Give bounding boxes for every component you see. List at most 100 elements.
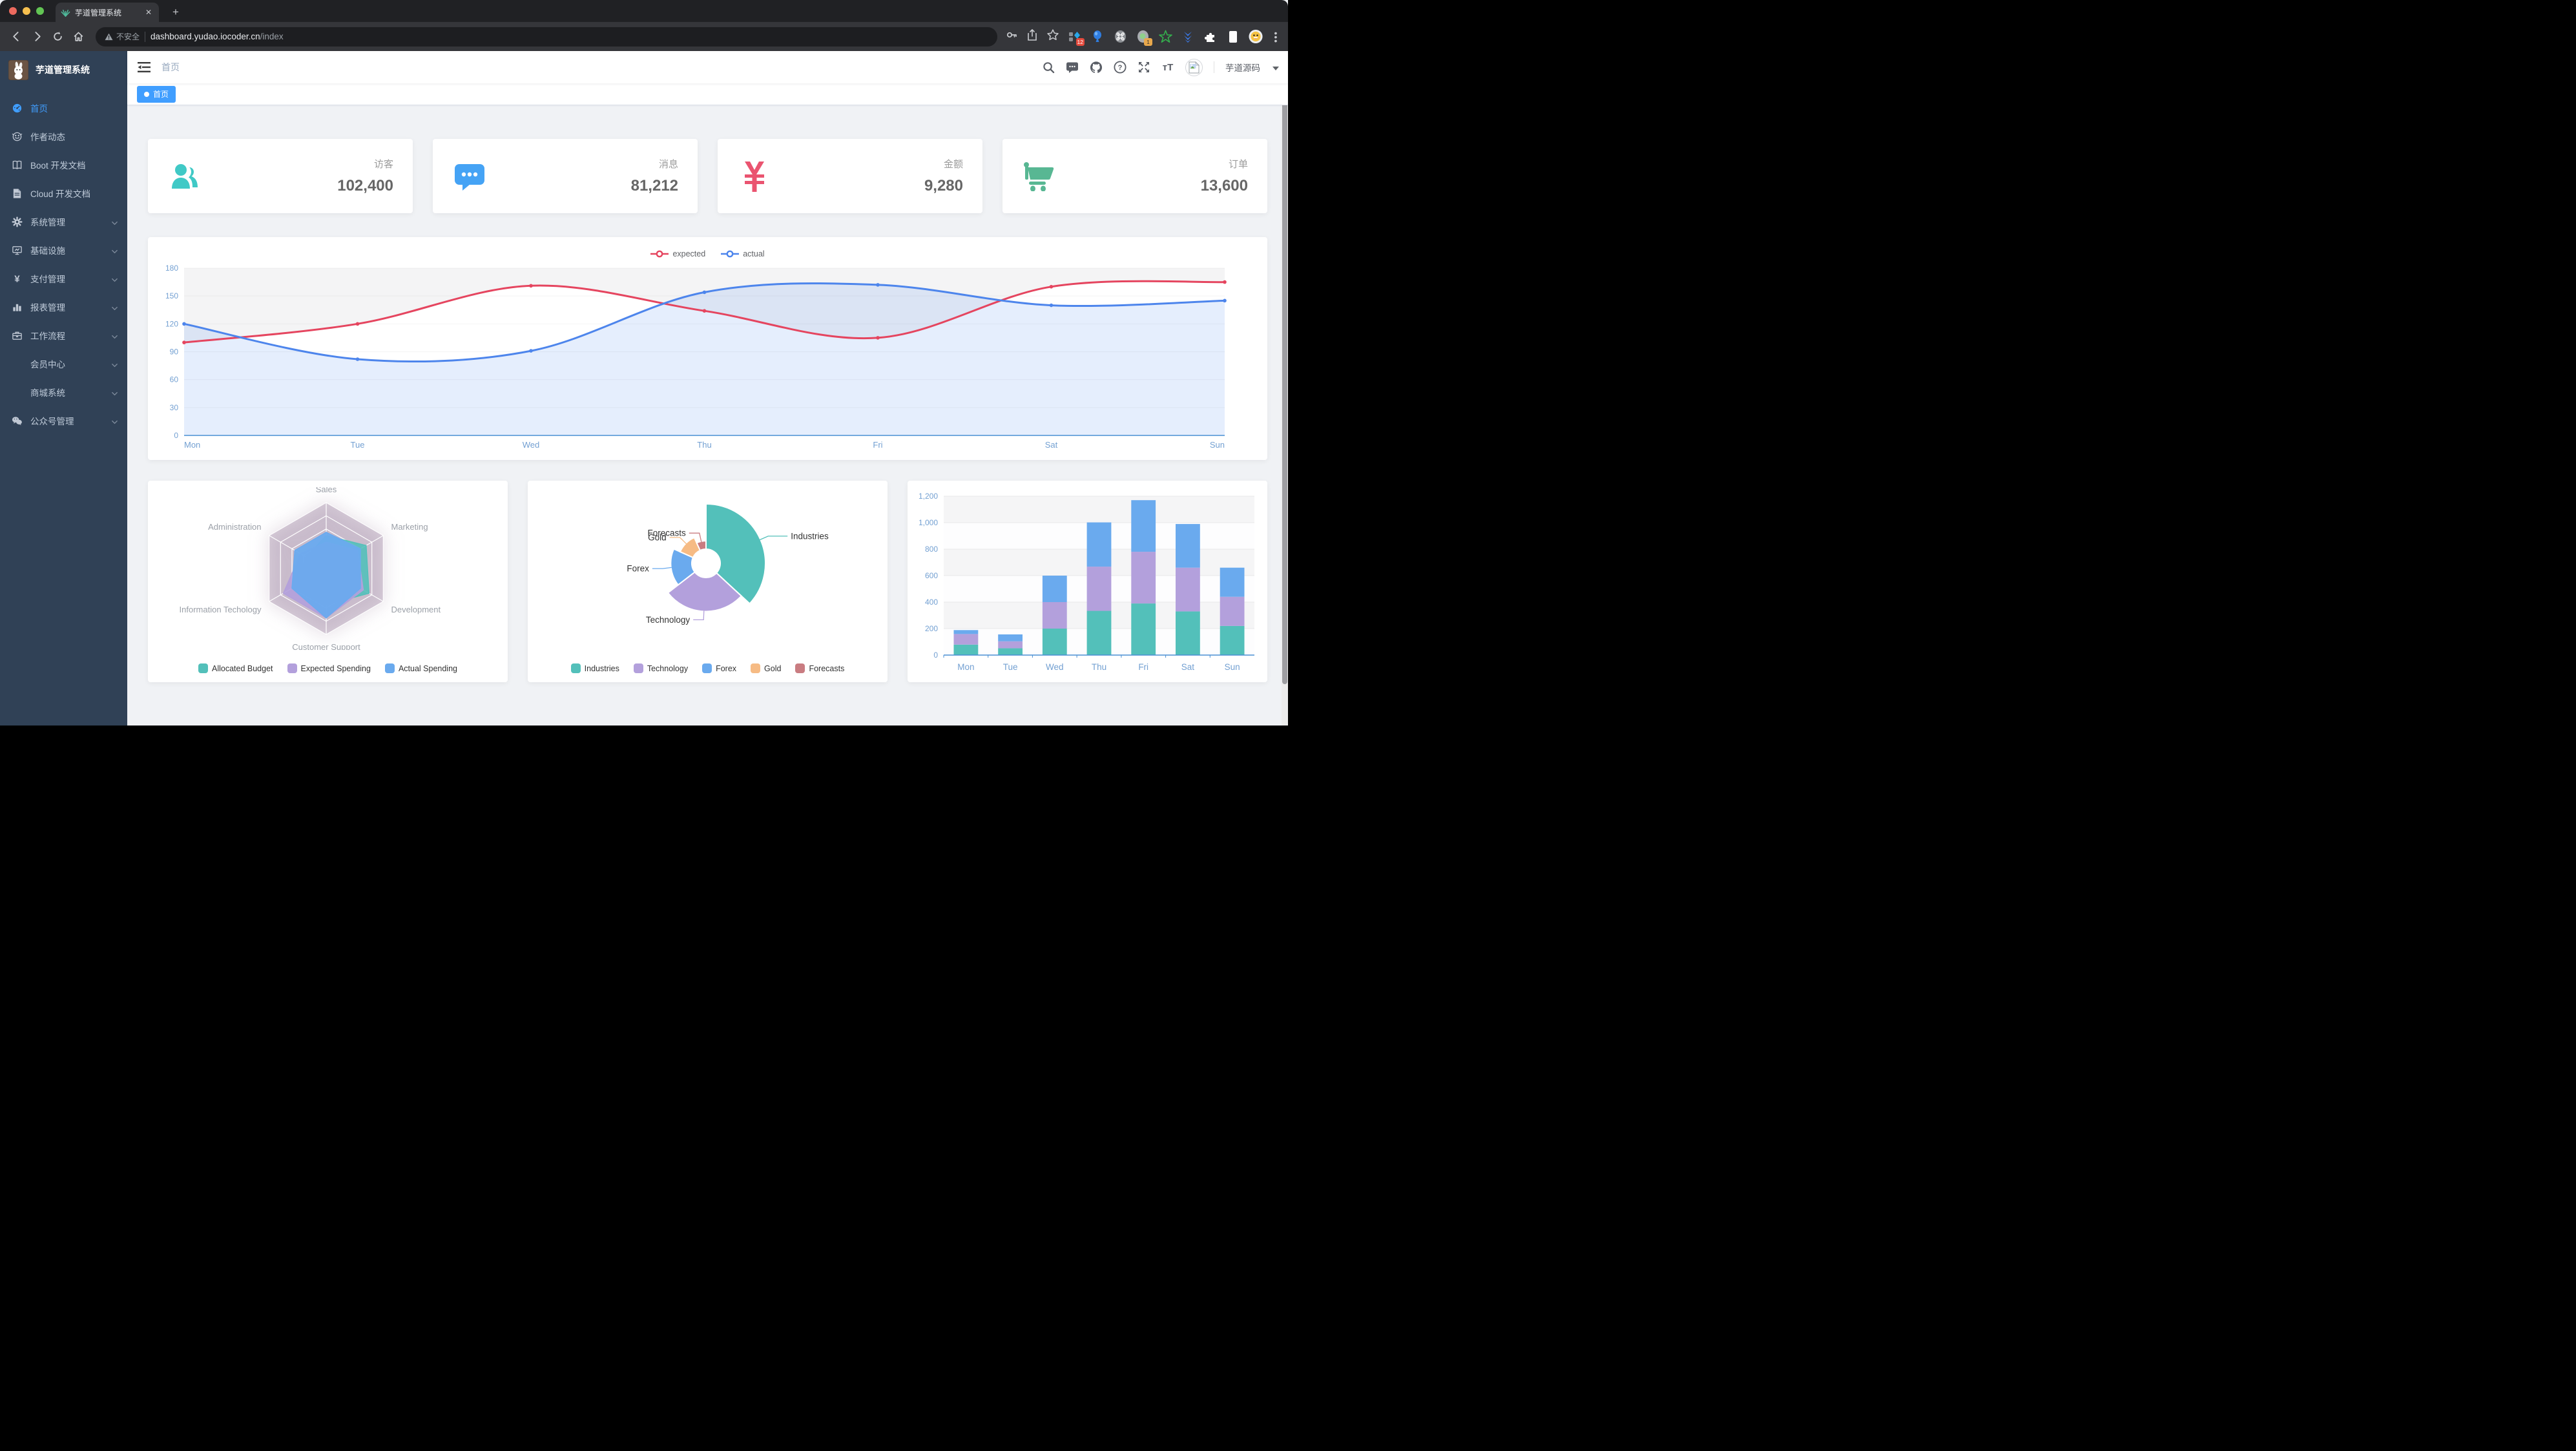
svg-text:60: 60 <box>170 375 179 384</box>
extension-recorder-icon[interactable]: 1 <box>1136 30 1152 46</box>
extensions-puzzle-icon[interactable] <box>1203 30 1218 44</box>
legend-swatch <box>751 663 761 673</box>
security-status[interactable]: 不安全 <box>105 31 140 42</box>
navbar-actions: ? тT <box>1042 58 1279 76</box>
address-bar[interactable]: 不安全 dashboard.yudao.iocoder.cn/index <box>96 26 997 47</box>
sidebar-item-3[interactable]: Cloud 开发文档 <box>0 179 127 207</box>
legend-item-actual[interactable]: actual <box>721 249 765 258</box>
svg-text:Gold: Gold <box>648 532 667 542</box>
tag-home[interactable]: 首页 <box>137 85 176 103</box>
sidebar-logo[interactable]: 芋道管理系统 <box>0 51 127 89</box>
sidebar-item-10[interactable]: 商城系统 <box>0 378 127 406</box>
svg-text:Forex: Forex <box>627 564 649 574</box>
message-icon[interactable] <box>1066 61 1079 74</box>
share-icon[interactable] <box>1026 28 1038 45</box>
bar-chart[interactable]: Mon Tue Wed Thu Fri Sat Sun 0 200 400 600 800 1,000 1… <box>908 487 1265 676</box>
chevron-down-icon <box>111 275 118 282</box>
extension-blue-chevrons-icon[interactable] <box>1181 30 1195 44</box>
font-size-icon[interactable]: тT <box>1162 61 1174 73</box>
legend-item-forecasts[interactable]: Forecasts <box>795 663 844 673</box>
help-icon[interactable]: ? <box>1114 61 1127 74</box>
stat-card-0[interactable]: 访客 102,400 <box>148 139 413 213</box>
extension-balloon-icon[interactable] <box>1090 30 1105 44</box>
radar-chart-card: Sales Administration Information Techology… <box>148 481 508 682</box>
stat-card-3[interactable]: 订单 13,600 <box>1002 139 1267 213</box>
bookmark-star-icon[interactable] <box>1046 28 1059 45</box>
user-dropdown[interactable]: 芋道源码 <box>1225 63 1260 73</box>
line-chart-legend[interactable]: expected actual <box>158 245 1257 263</box>
sidebar-item-label: 公众号管理 <box>30 417 74 426</box>
sidebar-item-7[interactable]: 报表管理 <box>0 293 127 321</box>
tab-title: 芋道管理系统 <box>75 8 122 17</box>
legend-item-forex[interactable]: Forex <box>702 663 736 673</box>
svg-text:800: 800 <box>925 545 938 554</box>
search-icon[interactable] <box>1042 61 1055 74</box>
forward-button[interactable] <box>28 28 45 45</box>
line-chart[interactable]: 0 30 60 90 120 150 180 Mon Tue Wed Thu Fri Sat Sun <box>158 263 1230 452</box>
svg-text:600: 600 <box>925 571 938 580</box>
sidebar-item-9[interactable]: 会员中心 <box>0 350 127 378</box>
caret-down-icon[interactable] <box>1272 66 1279 70</box>
sidebar-item-8[interactable]: 工作流程 <box>0 321 127 350</box>
monitor-icon <box>12 245 23 256</box>
cart-icon <box>1022 159 1057 194</box>
svg-text:Development: Development <box>391 605 441 614</box>
svg-text:30: 30 <box>170 403 179 412</box>
legend-item-industries[interactable]: Industries <box>570 663 619 673</box>
legend-item-technology[interactable]: Technology <box>633 663 688 673</box>
scrollbar-thumb[interactable] <box>1282 52 1287 684</box>
browser-tab[interactable]: 芋道管理系统 ✕ <box>56 3 159 22</box>
chevron-down-icon <box>111 218 118 225</box>
extension-command-icon[interactable] <box>1113 30 1127 44</box>
stat-card-1[interactable]: 消息 81,212 <box>433 139 698 213</box>
extension-green-star-icon[interactable] <box>1158 30 1172 44</box>
money-icon <box>737 159 772 194</box>
sidebar-item-5[interactable]: 基础设施 <box>0 236 127 264</box>
pie-chart-legend[interactable]: Industries Technology Forex Gold Forecasts <box>528 663 888 673</box>
svg-text:Sat: Sat <box>1045 440 1058 450</box>
chevron-down-icon <box>111 247 118 254</box>
user-avatar[interactable] <box>1185 58 1203 76</box>
fullscreen-icon[interactable] <box>1137 61 1150 74</box>
radar-chart-legend[interactable]: Allocated Budget Expected Spending Actual … <box>148 663 508 673</box>
extension-tampermonkey-icon[interactable]: 12 <box>1068 30 1085 46</box>
sidebar-item-label: 工作流程 <box>30 331 65 341</box>
back-button[interactable] <box>8 28 25 45</box>
github-icon[interactable] <box>1090 61 1103 74</box>
legend-item-allocated-budget[interactable]: Allocated Budget <box>198 663 273 673</box>
browser-menu-icon[interactable]: • • • <box>1274 27 1278 46</box>
svg-text:1,000: 1,000 <box>919 518 938 527</box>
tag-active-dot <box>144 91 149 97</box>
sidebar-item-6[interactable]: ¥ 支付管理 <box>0 264 127 293</box>
legend-item-actual-spending[interactable]: Actual Spending <box>384 663 457 673</box>
tab-close-icon[interactable]: ✕ <box>145 8 152 17</box>
zoom-window-button[interactable] <box>36 7 44 15</box>
sidebar-item-2[interactable]: Boot 开发文档 <box>0 151 127 179</box>
chevron-down-icon <box>111 417 118 424</box>
svg-text:Wed: Wed <box>1046 662 1064 672</box>
page-scrollbar[interactable] <box>1282 51 1288 725</box>
legend-label: Gold <box>764 663 782 673</box>
reload-button[interactable] <box>49 28 66 45</box>
home-button[interactable] <box>70 28 87 45</box>
profile-avatar[interactable] <box>1249 29 1263 44</box>
legend-label: Expected Spending <box>300 663 371 673</box>
extension-panel-icon[interactable] <box>1226 30 1240 44</box>
sidebar-item-11[interactable]: 公众号管理 <box>0 406 127 435</box>
svg-text:Sat: Sat <box>1181 662 1195 672</box>
legend-item-expected-spending[interactable]: Expected Spending <box>287 663 371 673</box>
sidebar-toggle-icon[interactable] <box>137 61 151 74</box>
legend-item-gold[interactable]: Gold <box>751 663 781 673</box>
stat-card-2[interactable]: 金额 9,280 <box>718 139 982 213</box>
legend-item-expected[interactable]: expected <box>650 249 705 258</box>
password-key-icon[interactable] <box>1005 28 1018 45</box>
minimize-window-button[interactable] <box>23 7 30 15</box>
radar-chart[interactable]: Sales Administration Information Techology… <box>148 485 505 652</box>
sidebar-item-1[interactable]: 作者动态 <box>0 122 127 151</box>
new-tab-button[interactable]: + <box>172 6 179 18</box>
close-window-button[interactable] <box>9 7 17 15</box>
breadcrumb[interactable]: 首页 <box>161 62 180 72</box>
sidebar-item-0[interactable]: 首页 <box>0 94 127 122</box>
sidebar-item-4[interactable]: 系统管理 <box>0 207 127 236</box>
